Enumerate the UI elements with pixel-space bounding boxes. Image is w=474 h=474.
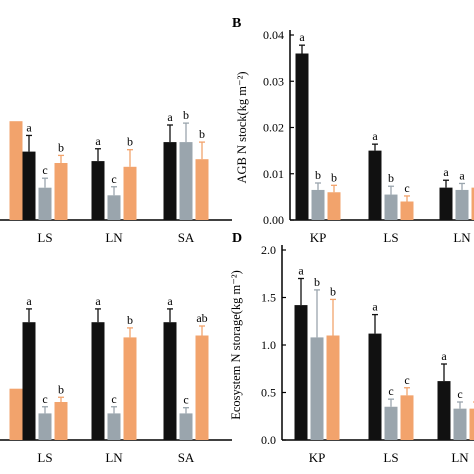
panel-d-bar [453,408,467,440]
panel-b-significance-letter: b [331,170,337,184]
panel-d-y-tick-label: 0.5 [261,386,276,400]
panel-d-bar [310,337,324,440]
panel-b-significance-letter: a [459,168,465,182]
panel-d-significance-letter: a [298,264,304,278]
panel-b-bar [455,189,469,220]
panel-b-significance-letter: c [404,181,409,195]
panel-c-bar [22,322,36,440]
panel-b-significance-letter: b [315,168,321,182]
panel-b-bar [327,192,341,220]
panel-c-significance-letter: c [183,393,188,407]
panel-a-significance-letter: c [111,172,116,186]
panel-b-bar [295,53,309,220]
panel-b-bar [439,187,453,220]
panel-a-significance-letter: a [167,110,173,124]
panel-d-x-tick-label: KP [309,450,326,465]
panel-d-significance-letter: a [372,300,378,314]
panel-b-y-tick-label: 0.01 [263,167,284,181]
panel-a-bar [22,151,36,220]
panel-b-bar [400,201,414,220]
panel-a-bar [38,187,52,220]
panel-c-bar [123,337,137,440]
panel-a-significance-letter: a [26,120,32,134]
panel-d-bar [469,408,474,440]
panel-a-significance-letter: c [42,163,47,177]
panel-b-y-axis-label: AGB N stock(kg m⁻²) [235,71,249,183]
panel-c-significance-letter: c [42,392,47,406]
panel-c-significance-letter: c [111,392,116,406]
panel-d-bar [294,305,308,440]
panel-d-x-tick-label: LN [451,450,469,465]
panel-d-significance-letter: b [314,275,320,289]
panel-a-significance-letter: b [199,127,205,141]
panel-c-bar [91,322,105,440]
panel-b-y-tick-label: 0.04 [263,28,284,42]
panel-d-bar [400,395,414,440]
panel-a-bar [163,142,177,220]
panel-b-bar [471,187,474,220]
panel-c-significance-letter: b [58,382,64,396]
panel-d-panel-label: D [232,231,242,246]
panel-c-bar [163,322,177,440]
panel-a-x-tick-label: LN [105,230,123,245]
panel-a-significance-letter: b [58,140,64,154]
panel-c-x-tick-label: LS [37,450,52,465]
panel-b-bar [384,194,398,220]
panel-c-significance-letter: ab [196,311,207,325]
panel-d-y-tick-label: 1.5 [261,291,276,305]
panel-b-significance-letter: a [372,129,378,143]
panel-d-significance-letter: a [441,349,447,363]
panel-c-significance-letter: a [26,294,32,308]
panel-a-bar [179,142,193,220]
panel-a-significance-letter: b [127,135,133,149]
panel-b-x-tick-label: LN [453,230,471,245]
panel-a-x-tick-label: LS [37,230,52,245]
panel-d-significance-letter: c [404,373,409,387]
panel-d-x-tick-label: LS [383,450,398,465]
panel-c-bar [179,413,193,440]
panel-d-bar [326,335,340,440]
panel-b-x-tick-label: LS [383,230,398,245]
panel-c-bar [9,388,23,440]
panel-b-x-tick-label: KP [310,230,327,245]
panel-b-y-tick-label: 0.03 [263,74,284,88]
panel-d-y-tick-label: 2.0 [261,243,276,257]
panel-c-significance-letter: a [167,294,173,308]
panel-a-bar [123,166,137,220]
panel-c-bar [107,413,121,440]
panel-b-panel-label: B [232,16,241,31]
panel-b-y-tick-label: 0.02 [263,121,284,135]
panel-c-x-tick-label: LN [105,450,123,465]
panel-c-bar [54,402,68,440]
panel-d-bar [384,406,398,440]
panel-d-significance-letter: b [330,284,336,298]
panel-b-bar [311,189,325,220]
panel-a-significance-letter: a [95,134,101,148]
panel-b-bar [368,150,382,220]
panel-c-bar [38,413,52,440]
panel-d-significance-letter: c [457,387,462,401]
panel-a-bar [107,195,121,220]
panel-a-x-tick-label: SA [178,230,195,245]
panel-a-bar [195,159,209,220]
panel-a-bar [9,121,23,220]
panel-d-y-tick-label: 0.0 [261,433,276,447]
panel-a-significance-letter: b [183,108,189,122]
panel-c-x-tick-label: SA [178,450,195,465]
panel-d-y-tick-label: 1.0 [261,338,276,352]
panel-d-y-axis-label: Ecosystem N storage(kg m⁻²) [229,270,243,420]
panel-d-bar [368,333,382,440]
panel-b-significance-letter: a [443,165,449,179]
panel-c-bar [195,335,209,440]
panel-b-y-tick-label: 0.00 [263,213,284,227]
panel-b-significance-letter: b [388,171,394,185]
panel-d-bar [437,381,451,440]
panel-c-significance-letter: a [95,294,101,308]
panel-d-significance-letter: c [388,384,393,398]
panel-a-bar [54,163,68,220]
panel-b-significance-letter: a [299,30,305,44]
panel-a-bar [91,161,105,220]
panel-c-significance-letter: b [127,313,133,327]
